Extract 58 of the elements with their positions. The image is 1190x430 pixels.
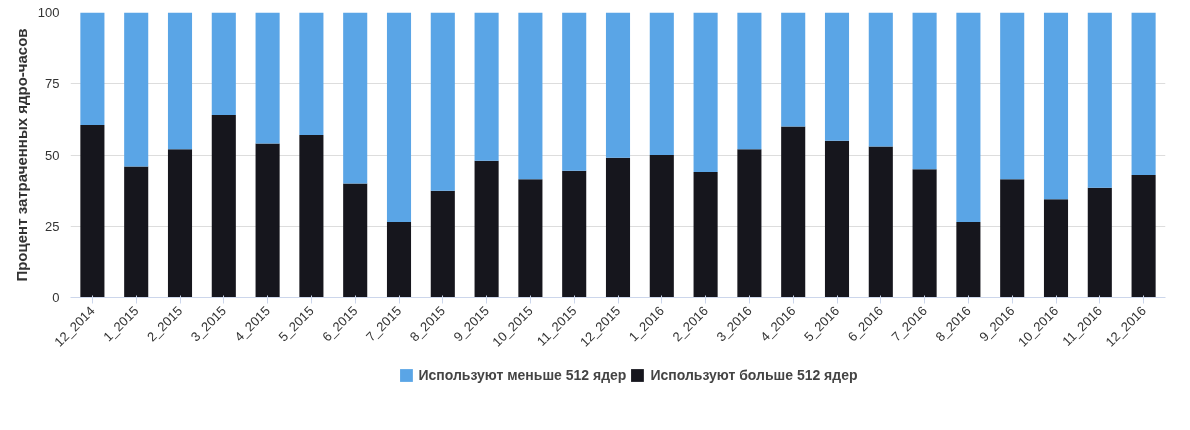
bar — [1087, 12, 1112, 188]
bar — [737, 12, 762, 150]
bar — [737, 149, 762, 298]
bar — [211, 115, 236, 298]
bar — [518, 179, 543, 298]
bar — [343, 12, 368, 184]
bar — [912, 12, 937, 170]
bar — [956, 12, 981, 222]
bar — [824, 12, 850, 141]
y-axis-title: Процент затраченных ядро-часов — [12, 28, 30, 282]
bar — [562, 12, 587, 171]
bar — [343, 183, 368, 298]
bar — [80, 125, 105, 298]
bar — [255, 143, 280, 298]
bar — [649, 155, 674, 298]
bar — [386, 12, 412, 222]
bar — [430, 12, 455, 191]
legend-label: Используют меньше 512 ядер — [418, 367, 627, 383]
bar — [255, 12, 280, 144]
bar — [1043, 199, 1069, 298]
bar — [781, 126, 806, 298]
bar — [474, 12, 499, 161]
y-tick-label: 50 — [45, 147, 60, 163]
y-tick-label: 25 — [45, 218, 60, 234]
bar — [824, 140, 850, 298]
bar — [912, 169, 937, 298]
bar — [781, 12, 806, 127]
bar — [649, 12, 674, 155]
bar — [1043, 12, 1069, 200]
bar — [693, 12, 718, 173]
bar — [299, 135, 324, 298]
bar — [80, 12, 105, 126]
bar — [167, 149, 193, 298]
bar — [868, 12, 893, 147]
bar — [1087, 187, 1112, 298]
bar — [1000, 179, 1025, 298]
bar — [562, 170, 587, 298]
y-tick-label: 100 — [37, 5, 60, 20]
bar — [299, 12, 324, 136]
bar — [211, 12, 236, 116]
bar — [167, 12, 193, 150]
bar — [386, 221, 412, 298]
bar — [1131, 174, 1156, 298]
bar — [518, 12, 543, 180]
bar — [1131, 12, 1156, 175]
bar — [605, 157, 631, 298]
bar — [1000, 12, 1025, 180]
bar — [956, 221, 981, 298]
bar — [605, 12, 631, 158]
bar — [430, 190, 455, 298]
bar — [868, 146, 893, 298]
bar — [124, 12, 149, 167]
bar — [474, 160, 499, 298]
bar — [124, 166, 149, 298]
y-tick-label: 0 — [52, 290, 60, 305]
bar — [693, 172, 718, 298]
legend-label: Используют больше 512 ядер — [650, 367, 858, 383]
y-tick-label: 75 — [45, 76, 60, 92]
